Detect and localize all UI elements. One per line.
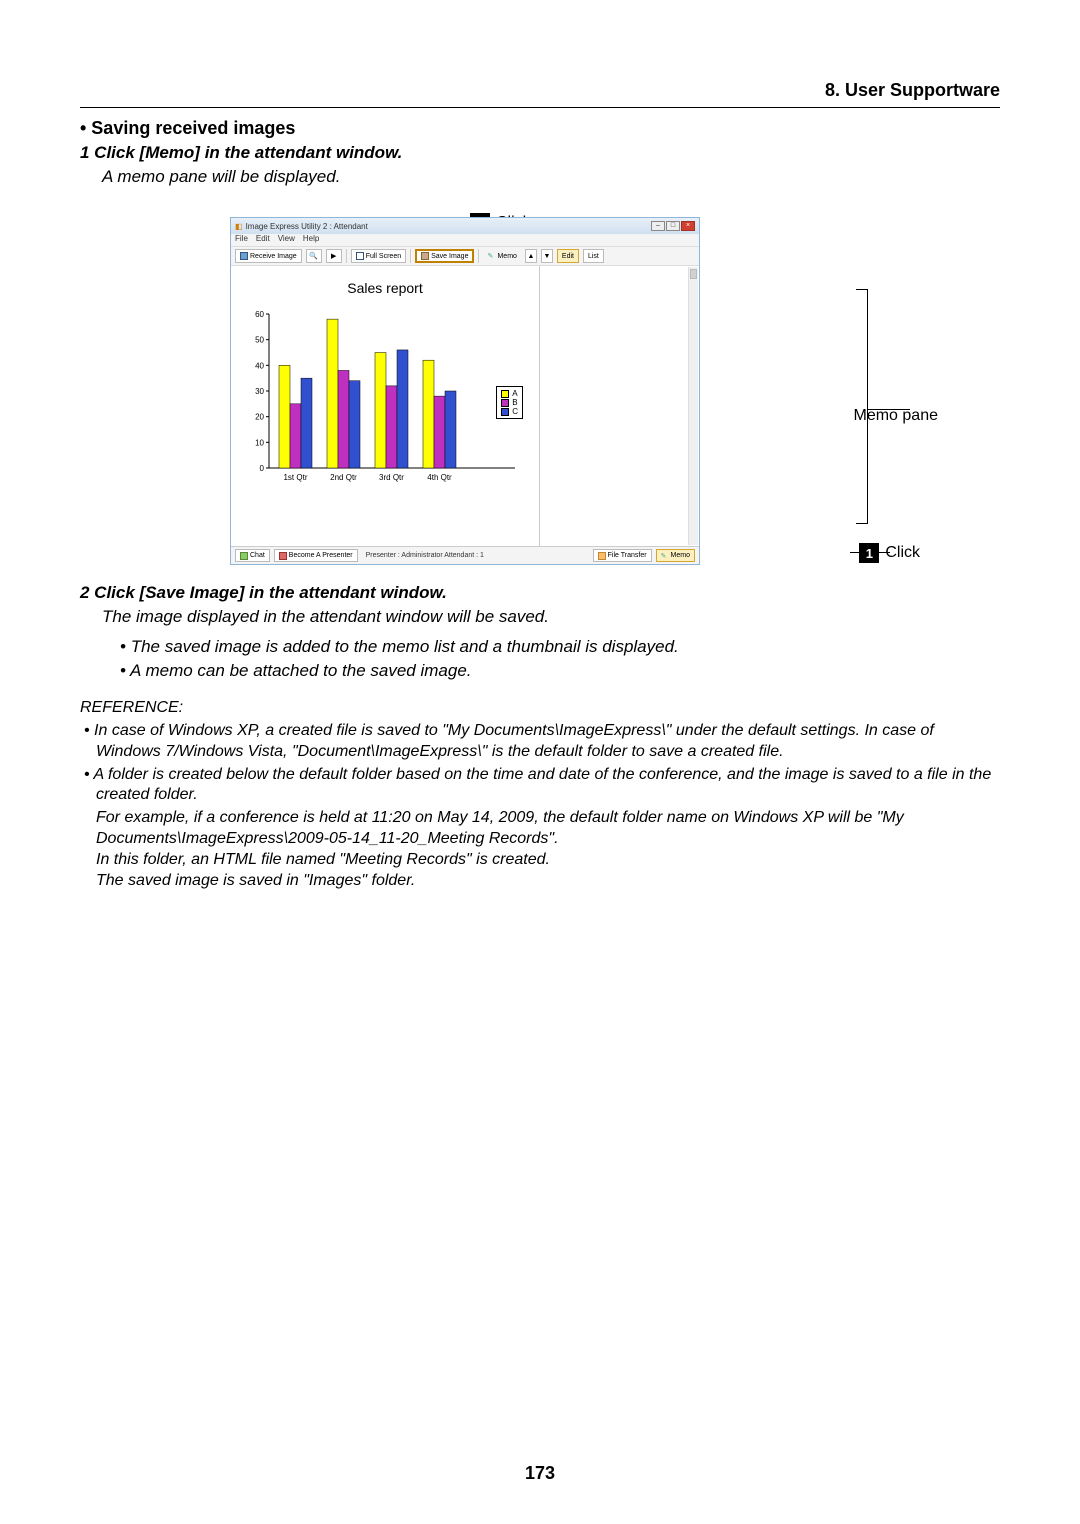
maximize-icon[interactable]: □ bbox=[666, 221, 680, 231]
memo-status-label: Memo bbox=[671, 552, 690, 559]
bullet-1: The saved image is added to the memo lis… bbox=[120, 637, 1000, 657]
svg-text:1st Qtr: 1st Qtr bbox=[283, 473, 307, 482]
pencil-icon: ✎ bbox=[487, 252, 495, 260]
close-icon[interactable]: × bbox=[681, 221, 695, 231]
receive-label: Receive Image bbox=[250, 253, 297, 260]
play-button[interactable]: ▶ bbox=[326, 249, 342, 263]
callout-memo-pane: Memo pane bbox=[854, 407, 939, 425]
menu-edit[interactable]: Edit bbox=[256, 234, 270, 246]
chat-label: Chat bbox=[250, 552, 265, 559]
become-label: Become A Presenter bbox=[289, 552, 353, 559]
edit-button[interactable]: Edit bbox=[557, 249, 579, 263]
save-label: Save Image bbox=[431, 253, 468, 260]
zoom-button[interactable]: 🔍 bbox=[306, 249, 322, 263]
list-button[interactable]: List bbox=[583, 249, 604, 263]
transfer-icon bbox=[598, 552, 606, 560]
become-presenter-button[interactable]: Become A Presenter bbox=[274, 549, 358, 562]
app-title: Image Express Utility 2 : Attendant bbox=[246, 222, 368, 231]
ref-2d: The saved image is saved in "Images" fol… bbox=[96, 871, 1000, 892]
menu-help[interactable]: Help bbox=[303, 234, 319, 246]
ref-1: • In case of Windows XP, a created file … bbox=[96, 721, 1000, 763]
menubar: File Edit View Help bbox=[231, 234, 699, 246]
separator bbox=[478, 249, 479, 263]
bullet-2: A memo can be attached to the saved imag… bbox=[120, 661, 1000, 681]
titlebar: ◧ Image Express Utility 2 : Attendant – … bbox=[231, 218, 699, 234]
memo-pane bbox=[539, 266, 699, 546]
ref-2b: For example, if a conference is held at … bbox=[96, 808, 1000, 850]
content-row: Sales report 0 10 20 30 40 50 60 1st Qtr 2nd Qtr… bbox=[231, 266, 699, 546]
callout-1-text: Click bbox=[885, 544, 920, 562]
page-number: 173 bbox=[0, 1463, 1080, 1484]
receive-image-button[interactable]: Receive Image bbox=[235, 249, 302, 263]
svg-text:60: 60 bbox=[255, 310, 264, 319]
chart-legend: ABC bbox=[496, 386, 523, 419]
svg-text:50: 50 bbox=[255, 336, 264, 345]
bar-chart: 0 10 20 30 40 50 60 1st Qtr 2nd Qtr 3rd Qtr 4th Qt… bbox=[241, 308, 521, 488]
app-window: ◧ Image Express Utility 2 : Attendant – … bbox=[230, 217, 700, 565]
toolbar: Receive Image 🔍 ▶ Full Screen Save Image… bbox=[231, 246, 699, 266]
fullscreen-button[interactable]: Full Screen bbox=[351, 249, 406, 263]
callout-1: 1 Click bbox=[859, 543, 920, 563]
dropdown-button[interactable]: ▼ bbox=[541, 249, 553, 263]
menu-file[interactable]: File bbox=[235, 234, 248, 246]
minimize-icon[interactable]: – bbox=[651, 221, 665, 231]
svg-text:20: 20 bbox=[255, 413, 264, 422]
separator bbox=[410, 249, 411, 263]
up-button[interactable]: ▲ bbox=[525, 249, 537, 263]
memo-toolbar-label: ✎ Memo bbox=[483, 249, 520, 263]
svg-text:3rd Qtr: 3rd Qtr bbox=[379, 473, 404, 482]
separator bbox=[346, 249, 347, 263]
transfer-label: File Transfer bbox=[608, 552, 647, 559]
section-header: 8. User Supportware bbox=[80, 80, 1000, 101]
chat-icon bbox=[240, 552, 248, 560]
step-2-desc: The image displayed in the attendant win… bbox=[102, 607, 1000, 627]
reference-heading: REFERENCE: bbox=[80, 699, 1000, 717]
window-controls: – □ × bbox=[651, 221, 695, 231]
step-1: 1 Click [Memo] in the attendant window. bbox=[80, 143, 1000, 163]
camera-icon bbox=[421, 252, 429, 260]
svg-text:40: 40 bbox=[255, 361, 264, 370]
scroll-thumb-icon bbox=[690, 269, 697, 279]
chart-area: Sales report 0 10 20 30 40 50 60 1st Qtr 2nd Qtr… bbox=[231, 266, 539, 546]
status-info: Presenter : Administrator Attendant : 1 bbox=[362, 552, 488, 559]
svg-text:10: 10 bbox=[255, 438, 264, 447]
pencil-icon: ✎ bbox=[661, 552, 669, 560]
ref-2c: In this folder, an HTML file named "Meet… bbox=[96, 850, 1000, 871]
scrollbar[interactable] bbox=[688, 267, 698, 545]
svg-text:4th Qtr: 4th Qtr bbox=[427, 473, 452, 482]
monitor-icon bbox=[240, 252, 248, 260]
file-transfer-button[interactable]: File Transfer bbox=[593, 549, 652, 562]
statusbar: Chat Become A Presenter Presenter : Admi… bbox=[231, 546, 699, 564]
save-image-button[interactable]: Save Image bbox=[415, 249, 474, 263]
step-2: 2 Click [Save Image] in the attendant wi… bbox=[80, 583, 1000, 603]
memo-button[interactable]: ✎ Memo bbox=[656, 549, 695, 562]
step-1-desc: A memo pane will be displayed. bbox=[102, 167, 1000, 187]
chat-button[interactable]: Chat bbox=[235, 549, 270, 562]
ref-2: • A folder is created below the default … bbox=[96, 765, 1000, 807]
chart-title: Sales report bbox=[241, 280, 529, 296]
app-icon: ◧ bbox=[235, 222, 243, 231]
fullscreen-icon bbox=[356, 252, 364, 260]
svg-text:30: 30 bbox=[255, 387, 264, 396]
subheading: • Saving received images bbox=[80, 118, 1000, 139]
divider bbox=[80, 107, 1000, 108]
svg-text:2nd Qtr: 2nd Qtr bbox=[330, 473, 357, 482]
fullscreen-label: Full Screen bbox=[366, 253, 401, 260]
memo-label: Memo bbox=[497, 253, 516, 260]
presenter-icon bbox=[279, 552, 287, 560]
menu-view[interactable]: View bbox=[278, 234, 295, 246]
figure: 2 Click Memo pane 1 Click ◧ Image Expres… bbox=[230, 217, 850, 565]
callout-num-1: 1 bbox=[859, 543, 879, 563]
svg-text:0: 0 bbox=[260, 464, 265, 473]
